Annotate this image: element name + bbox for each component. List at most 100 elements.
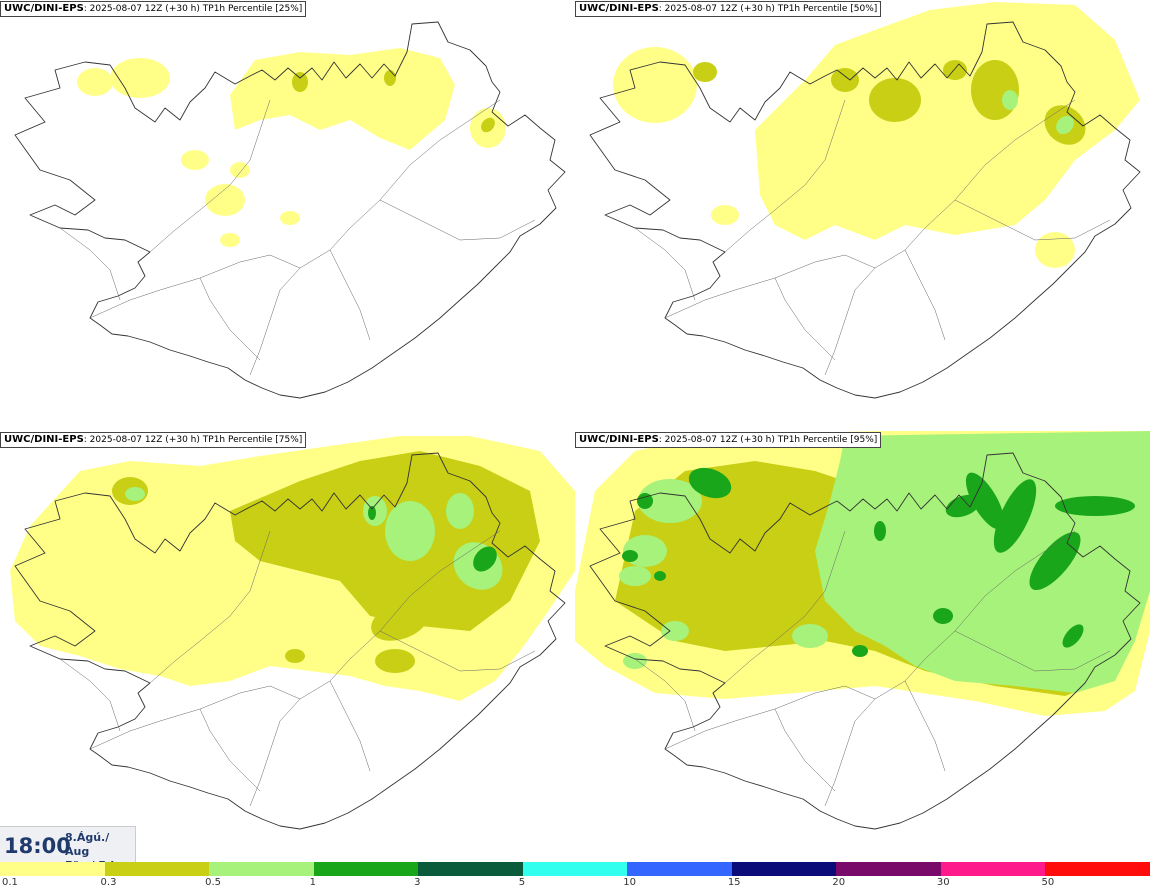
precip-area (693, 62, 717, 82)
road-line (724, 530, 846, 684)
precip-area (125, 487, 145, 501)
road-line (199, 277, 261, 361)
precip-area (622, 550, 638, 562)
panel-title-p95: UWC/DINI-EPS: 2025-08-07 12Z (+30 h) TP1… (575, 432, 882, 448)
panel-p25: UWC/DINI-EPS: 2025-08-07 12Z (+30 h) TP1… (0, 0, 575, 430)
colorbar-tick-label: 0.3 (100, 877, 117, 888)
precip-area (292, 72, 308, 92)
percentile-label: [25%] (275, 4, 303, 14)
model-name: UWC/DINI-EPS (4, 3, 84, 14)
precip-area (711, 205, 739, 225)
precip-area (181, 150, 209, 170)
precip-area (852, 645, 868, 657)
precip-area (385, 501, 435, 561)
road-line (774, 277, 836, 361)
precip-area (473, 546, 497, 572)
precip-map-p95 (575, 431, 1150, 830)
road-line (249, 267, 301, 376)
precip-map-p50 (589, 2, 1141, 399)
precip-area (384, 70, 396, 86)
colorbar-segment (0, 862, 105, 876)
precip-area (792, 624, 828, 648)
precip-area (874, 521, 886, 541)
colorbar-tick-label: 30 (936, 877, 950, 888)
colorbar-segment (731, 862, 837, 876)
precip-area (638, 479, 702, 523)
precip-area (755, 2, 1140, 240)
precip-area (1035, 232, 1075, 268)
precip-map-p75 (10, 436, 575, 830)
colorbar-segment (940, 862, 1046, 876)
panel-title-p75: UWC/DINI-EPS: 2025-08-07 12Z (+30 h) TP1… (0, 432, 307, 448)
precip-area (869, 78, 921, 122)
road-line (59, 658, 121, 732)
colorbar-segment (313, 862, 419, 876)
road-line (89, 99, 501, 319)
panel-title-p50: UWC/DINI-EPS: 2025-08-07 12Z (+30 h) TP1… (575, 1, 882, 17)
precip-area (993, 479, 1037, 553)
precip-area (481, 117, 495, 133)
road-line (379, 199, 536, 241)
road-line (824, 698, 876, 807)
colorbar-segment (627, 862, 732, 876)
road-line (329, 249, 371, 341)
precip-area (205, 184, 245, 216)
colorbar-tick-label: 5 (518, 877, 526, 888)
road-line (774, 708, 836, 792)
field-name: TP1h Percentile (777, 4, 848, 14)
road-line (904, 680, 946, 772)
road-line (954, 630, 1111, 672)
precip-area (285, 649, 305, 663)
precip-area (280, 211, 300, 225)
field-name: TP1h Percentile (202, 435, 273, 445)
road-line (634, 227, 696, 301)
precip-area (965, 472, 1005, 530)
precip-area (230, 162, 250, 178)
field-name: TP1h Percentile (202, 4, 273, 14)
precip-map-p25 (14, 21, 566, 399)
coastline (14, 21, 566, 399)
date-line-1: 8.Ágú./ Aug (65, 831, 110, 858)
panel-title-p25: UWC/DINI-EPS: 2025-08-07 12Z (+30 h) TP1… (0, 1, 307, 17)
road-line (249, 698, 301, 807)
precip-area (971, 60, 1019, 120)
road-line (199, 708, 261, 792)
precip-area (613, 47, 697, 123)
run-info: : 2025-08-07 12Z (+30 h) (658, 435, 775, 445)
precip-area (371, 601, 429, 641)
colorbar-segment (1045, 862, 1150, 876)
colorbar-tick-label: 1 (309, 877, 316, 888)
precip-area (1062, 624, 1084, 648)
precip-area (831, 68, 859, 92)
precip-area (619, 566, 651, 586)
precip-area (654, 571, 666, 581)
colorbar-tick-label: 15 (727, 877, 741, 888)
colorbar-segment (418, 862, 523, 876)
precip-colorbar (0, 862, 1150, 876)
precip-area (661, 621, 689, 641)
precip-area (1002, 90, 1018, 110)
valid-time: 18:00 (4, 834, 71, 858)
road-line (664, 530, 1076, 750)
colorbar-tick-label: 0.1 (2, 877, 18, 888)
coastline (589, 452, 1141, 830)
run-info: : 2025-08-07 12Z (+30 h) (83, 435, 200, 445)
precip-area (375, 649, 415, 673)
road-line (329, 680, 371, 772)
road-line (89, 530, 501, 750)
precip-area (1055, 496, 1135, 516)
colorbar-segment (836, 862, 941, 876)
run-info: : 2025-08-07 12Z (+30 h) (658, 4, 775, 14)
colorbar-segment (104, 862, 210, 876)
valid-time-box: 18:00 8.Ágú./ Aug Fös./ Fri (0, 826, 136, 872)
model-name: UWC/DINI-EPS (579, 3, 659, 14)
precip-area (1056, 115, 1074, 135)
colorbar-tick-label: 20 (832, 877, 846, 888)
model-name: UWC/DINI-EPS (4, 434, 84, 445)
colorbar-segment (522, 862, 628, 876)
precip-area (77, 68, 113, 96)
road-line (904, 249, 946, 341)
percentile-label: [95%] (850, 435, 878, 445)
colorbar-tick-label: 50 (1041, 877, 1055, 888)
precip-area (688, 467, 732, 499)
